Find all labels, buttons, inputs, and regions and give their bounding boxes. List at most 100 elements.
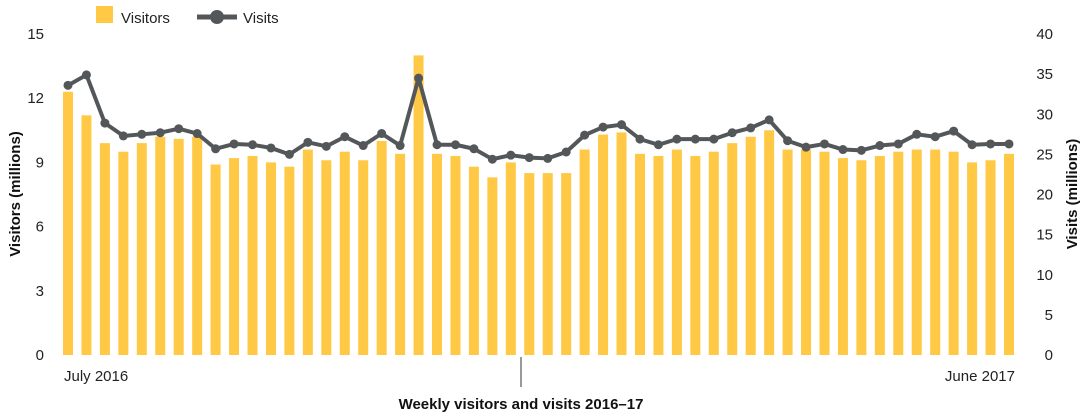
- legend-label-visits: Visits: [243, 10, 279, 27]
- visitors-bar: [708, 151, 719, 355]
- visitors-bar: [727, 143, 738, 355]
- visits-point: [100, 118, 110, 128]
- visitors-bar: [99, 143, 110, 355]
- visits-point: [358, 141, 368, 151]
- y-right-tick-label: 10: [1036, 267, 1053, 284]
- y-left-tick-label: 9: [36, 154, 44, 171]
- visitors-bar: [302, 149, 313, 355]
- visitors-bar: [1004, 153, 1014, 355]
- visitors-bar: [967, 162, 978, 355]
- visits-point: [912, 129, 922, 139]
- visits-point: [949, 126, 959, 136]
- visitors-bar: [155, 136, 166, 355]
- y-left-tick-label: 15: [27, 26, 44, 43]
- y-left-tick-label: 6: [36, 219, 44, 236]
- visitors-bar: [284, 166, 295, 355]
- visitors-bar: [321, 160, 332, 355]
- visitors-bars: [63, 55, 1014, 356]
- y-right-ticks: 0 5 10 15 20 25 30 35 40: [1036, 26, 1053, 364]
- visits-point: [340, 132, 350, 142]
- visits-point: [469, 144, 479, 154]
- visitors-bar: [745, 136, 756, 355]
- visits-point: [580, 130, 590, 140]
- y-right-tick-label: 40: [1036, 26, 1053, 43]
- visitors-bar: [930, 149, 941, 355]
- visits-point: [653, 140, 663, 150]
- visits-point: [450, 140, 460, 150]
- visitors-bar: [985, 160, 996, 355]
- visitors-bar: [468, 166, 479, 355]
- visitors-bar: [413, 55, 424, 356]
- visitors-bar: [653, 155, 664, 355]
- y-left-ticks: 0 3 6 9 12 15: [27, 26, 44, 364]
- y-right-tick-label: 5: [1045, 307, 1053, 324]
- visitors-bar: [63, 91, 73, 355]
- visitors-bar: [229, 158, 240, 355]
- y-right-tick-label: 35: [1036, 66, 1053, 83]
- visits-point: [838, 145, 848, 155]
- visits-point: [672, 134, 682, 144]
- visitors-bar: [634, 153, 645, 355]
- visits-point: [727, 128, 737, 138]
- visitors-bar: [247, 155, 258, 355]
- visits-point: [875, 141, 885, 151]
- visits-point: [377, 129, 387, 139]
- visits-point: [266, 143, 276, 153]
- visitors-bar: [376, 141, 387, 355]
- visits-point: [598, 122, 608, 132]
- legend-swatch-visits-marker: [210, 10, 224, 24]
- visits-point: [783, 136, 793, 146]
- visits-point: [284, 149, 294, 159]
- visits-point: [81, 70, 91, 80]
- visitors-bar: [579, 149, 590, 355]
- visits-point: [1004, 139, 1014, 149]
- visits-point: [303, 137, 313, 147]
- visits-point: [543, 153, 553, 163]
- visitors-bar: [505, 162, 516, 355]
- visits-point: [893, 139, 903, 149]
- visits-point: [819, 139, 829, 149]
- x-end-label: June 2017: [945, 368, 1015, 385]
- y-right-tick-label: 25: [1036, 146, 1053, 163]
- visitors-bar: [856, 160, 867, 355]
- visits-point: [764, 115, 774, 125]
- visits-point: [155, 128, 165, 138]
- visitors-bar: [395, 153, 406, 355]
- visits-point: [930, 132, 940, 142]
- visitors-bar: [118, 151, 129, 355]
- visitors-bar: [524, 173, 535, 355]
- visitors-bar: [948, 151, 959, 355]
- visitors-bar: [358, 160, 369, 355]
- visitors-bar: [136, 143, 147, 355]
- visits-point: [432, 140, 442, 150]
- visits-point: [192, 129, 202, 139]
- x-start-label: July 2016: [64, 368, 128, 385]
- y-right-tick-label: 30: [1036, 106, 1053, 123]
- visitors-bar: [561, 173, 572, 355]
- y-right-axis-title: Visits (millions): [1064, 139, 1081, 250]
- visitors-bar: [542, 173, 553, 355]
- visits-point: [321, 141, 331, 151]
- visitors-bar: [671, 149, 682, 355]
- visits-point: [746, 123, 756, 133]
- visits-line: [67, 72, 1009, 162]
- visits-point: [118, 131, 128, 141]
- visits-point: [174, 124, 184, 134]
- visits-point: [137, 129, 147, 139]
- legend-swatch-visitors: [96, 6, 113, 23]
- visitors-bar: [173, 138, 184, 355]
- visits-point: [229, 139, 239, 149]
- visitors-bar: [911, 149, 922, 355]
- legend: Visitors Visits: [96, 6, 279, 27]
- y-left-tick-label: 12: [27, 90, 44, 107]
- legend-label-visitors: Visitors: [121, 10, 170, 27]
- y-right-tick-label: 0: [1045, 347, 1053, 364]
- visits-point: [801, 142, 811, 152]
- chart-caption: Weekly visitors and visits 2016–17: [399, 396, 644, 413]
- visitors-bar: [598, 134, 609, 355]
- visitors-bar: [690, 155, 701, 355]
- visitors-bar: [487, 177, 498, 355]
- visitors-bar: [265, 162, 276, 355]
- y-right-tick-label: 15: [1036, 227, 1053, 244]
- visits-point: [506, 150, 516, 160]
